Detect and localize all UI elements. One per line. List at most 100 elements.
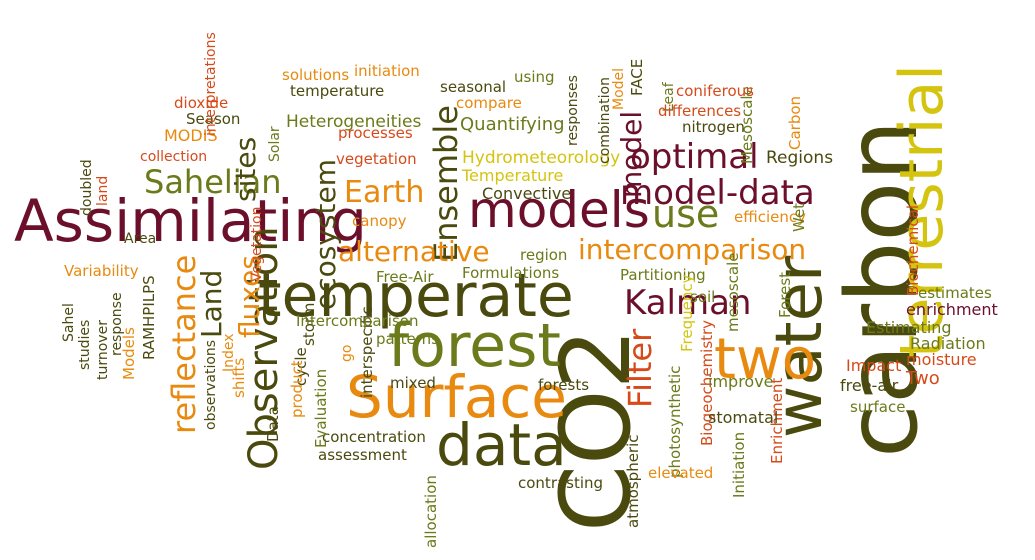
word: observations xyxy=(203,339,219,430)
word: reflectance xyxy=(165,254,203,434)
word: Earth xyxy=(344,175,425,210)
word: using xyxy=(514,68,555,86)
word: forests xyxy=(538,376,590,394)
word: elevated xyxy=(648,464,714,482)
word: Radiation xyxy=(910,334,986,353)
word: Area xyxy=(124,231,157,247)
word: Carbon xyxy=(786,95,804,150)
word: product xyxy=(288,360,306,418)
word: patterns xyxy=(376,330,439,348)
word: temperate xyxy=(258,261,574,331)
word: intercomparison xyxy=(578,233,807,266)
word: seasonal xyxy=(440,78,507,96)
word: Model xyxy=(611,67,627,110)
word: data xyxy=(436,411,567,479)
word: Variability xyxy=(64,262,139,280)
word: initiation xyxy=(354,62,420,80)
word: Regions xyxy=(766,148,834,168)
word: differences xyxy=(658,102,742,120)
word: Surface xyxy=(346,363,567,431)
word: concentration xyxy=(322,428,426,446)
word: combination xyxy=(597,77,613,164)
word: use xyxy=(652,192,720,236)
word: mesoscale xyxy=(724,252,742,332)
word: Initiation xyxy=(730,431,748,498)
word: MODIS xyxy=(164,126,218,145)
word: dioxide xyxy=(174,94,229,112)
word: contrasting xyxy=(518,474,604,492)
word: enrichment xyxy=(906,300,998,319)
word: atmospheric xyxy=(624,434,642,528)
word: doubled xyxy=(79,159,95,216)
word: temperature xyxy=(290,82,385,100)
word: vegetation xyxy=(336,150,417,168)
word: interpretations xyxy=(203,32,219,136)
word: Data xyxy=(264,406,282,442)
word: response xyxy=(109,292,125,356)
word: stomatal xyxy=(708,408,779,427)
word: Convective xyxy=(482,184,572,203)
word: region xyxy=(520,246,568,264)
word: FACE xyxy=(628,58,646,96)
word: Estimating xyxy=(866,318,952,337)
word: Solar xyxy=(267,126,283,162)
word: Season xyxy=(186,110,241,128)
word: allocation xyxy=(422,475,440,548)
word: mixed xyxy=(390,374,436,392)
word: Vegetation xyxy=(249,206,265,283)
word: Kalman xyxy=(624,283,752,323)
word: Free-Air xyxy=(376,268,434,286)
word: photosynthetic xyxy=(666,365,684,478)
word: Temperature xyxy=(462,166,564,185)
word: assessment xyxy=(318,446,407,464)
word: alternative xyxy=(338,235,490,268)
word: Frequency xyxy=(678,274,696,353)
word: collection xyxy=(140,149,208,165)
word: ecosystem xyxy=(309,159,342,310)
word: Intercomparison xyxy=(296,312,419,330)
word: forest xyxy=(388,311,561,381)
word: free-air xyxy=(840,376,899,395)
word: coniferous xyxy=(676,82,754,100)
word: Quantifying xyxy=(460,114,565,135)
word: two xyxy=(714,327,817,392)
word: Sahelian xyxy=(144,163,282,201)
word: Two xyxy=(906,368,940,389)
word: moisture xyxy=(906,350,977,369)
word: improve xyxy=(708,372,774,391)
word: nitrogen xyxy=(682,118,745,136)
word: models xyxy=(468,181,650,239)
word: processes xyxy=(338,124,413,142)
word: canopy xyxy=(352,212,407,230)
word: RAMHPILPS xyxy=(140,275,158,360)
word: turnover xyxy=(95,320,111,380)
word: soil xyxy=(690,288,716,306)
word: surface xyxy=(850,398,906,416)
word: Forest xyxy=(776,271,794,318)
word: solutions xyxy=(282,66,350,84)
word: Evaluation xyxy=(312,368,330,448)
word: Filter xyxy=(621,328,659,408)
word: responses xyxy=(565,75,581,146)
word: optimal xyxy=(630,137,759,177)
word: Biochemical xyxy=(904,204,922,296)
word: Formulations xyxy=(462,264,560,282)
word: Index xyxy=(221,333,237,372)
word: Assimilating xyxy=(14,187,367,255)
word: sites xyxy=(229,136,262,202)
word: estimates xyxy=(918,284,992,302)
word: Heterogeneities xyxy=(286,112,422,132)
word: land xyxy=(95,175,111,206)
word: go xyxy=(339,344,355,362)
word: studies xyxy=(77,319,93,370)
word: model xyxy=(615,110,648,198)
word: Impact xyxy=(846,356,902,375)
word: Hydrometeorology xyxy=(462,148,621,168)
word: Partitioning xyxy=(620,266,706,284)
word: Sahel xyxy=(61,303,77,342)
word: Wet xyxy=(790,202,808,232)
word: compare xyxy=(456,94,522,112)
word: model-data xyxy=(620,173,815,213)
word: efficiency xyxy=(734,208,807,226)
